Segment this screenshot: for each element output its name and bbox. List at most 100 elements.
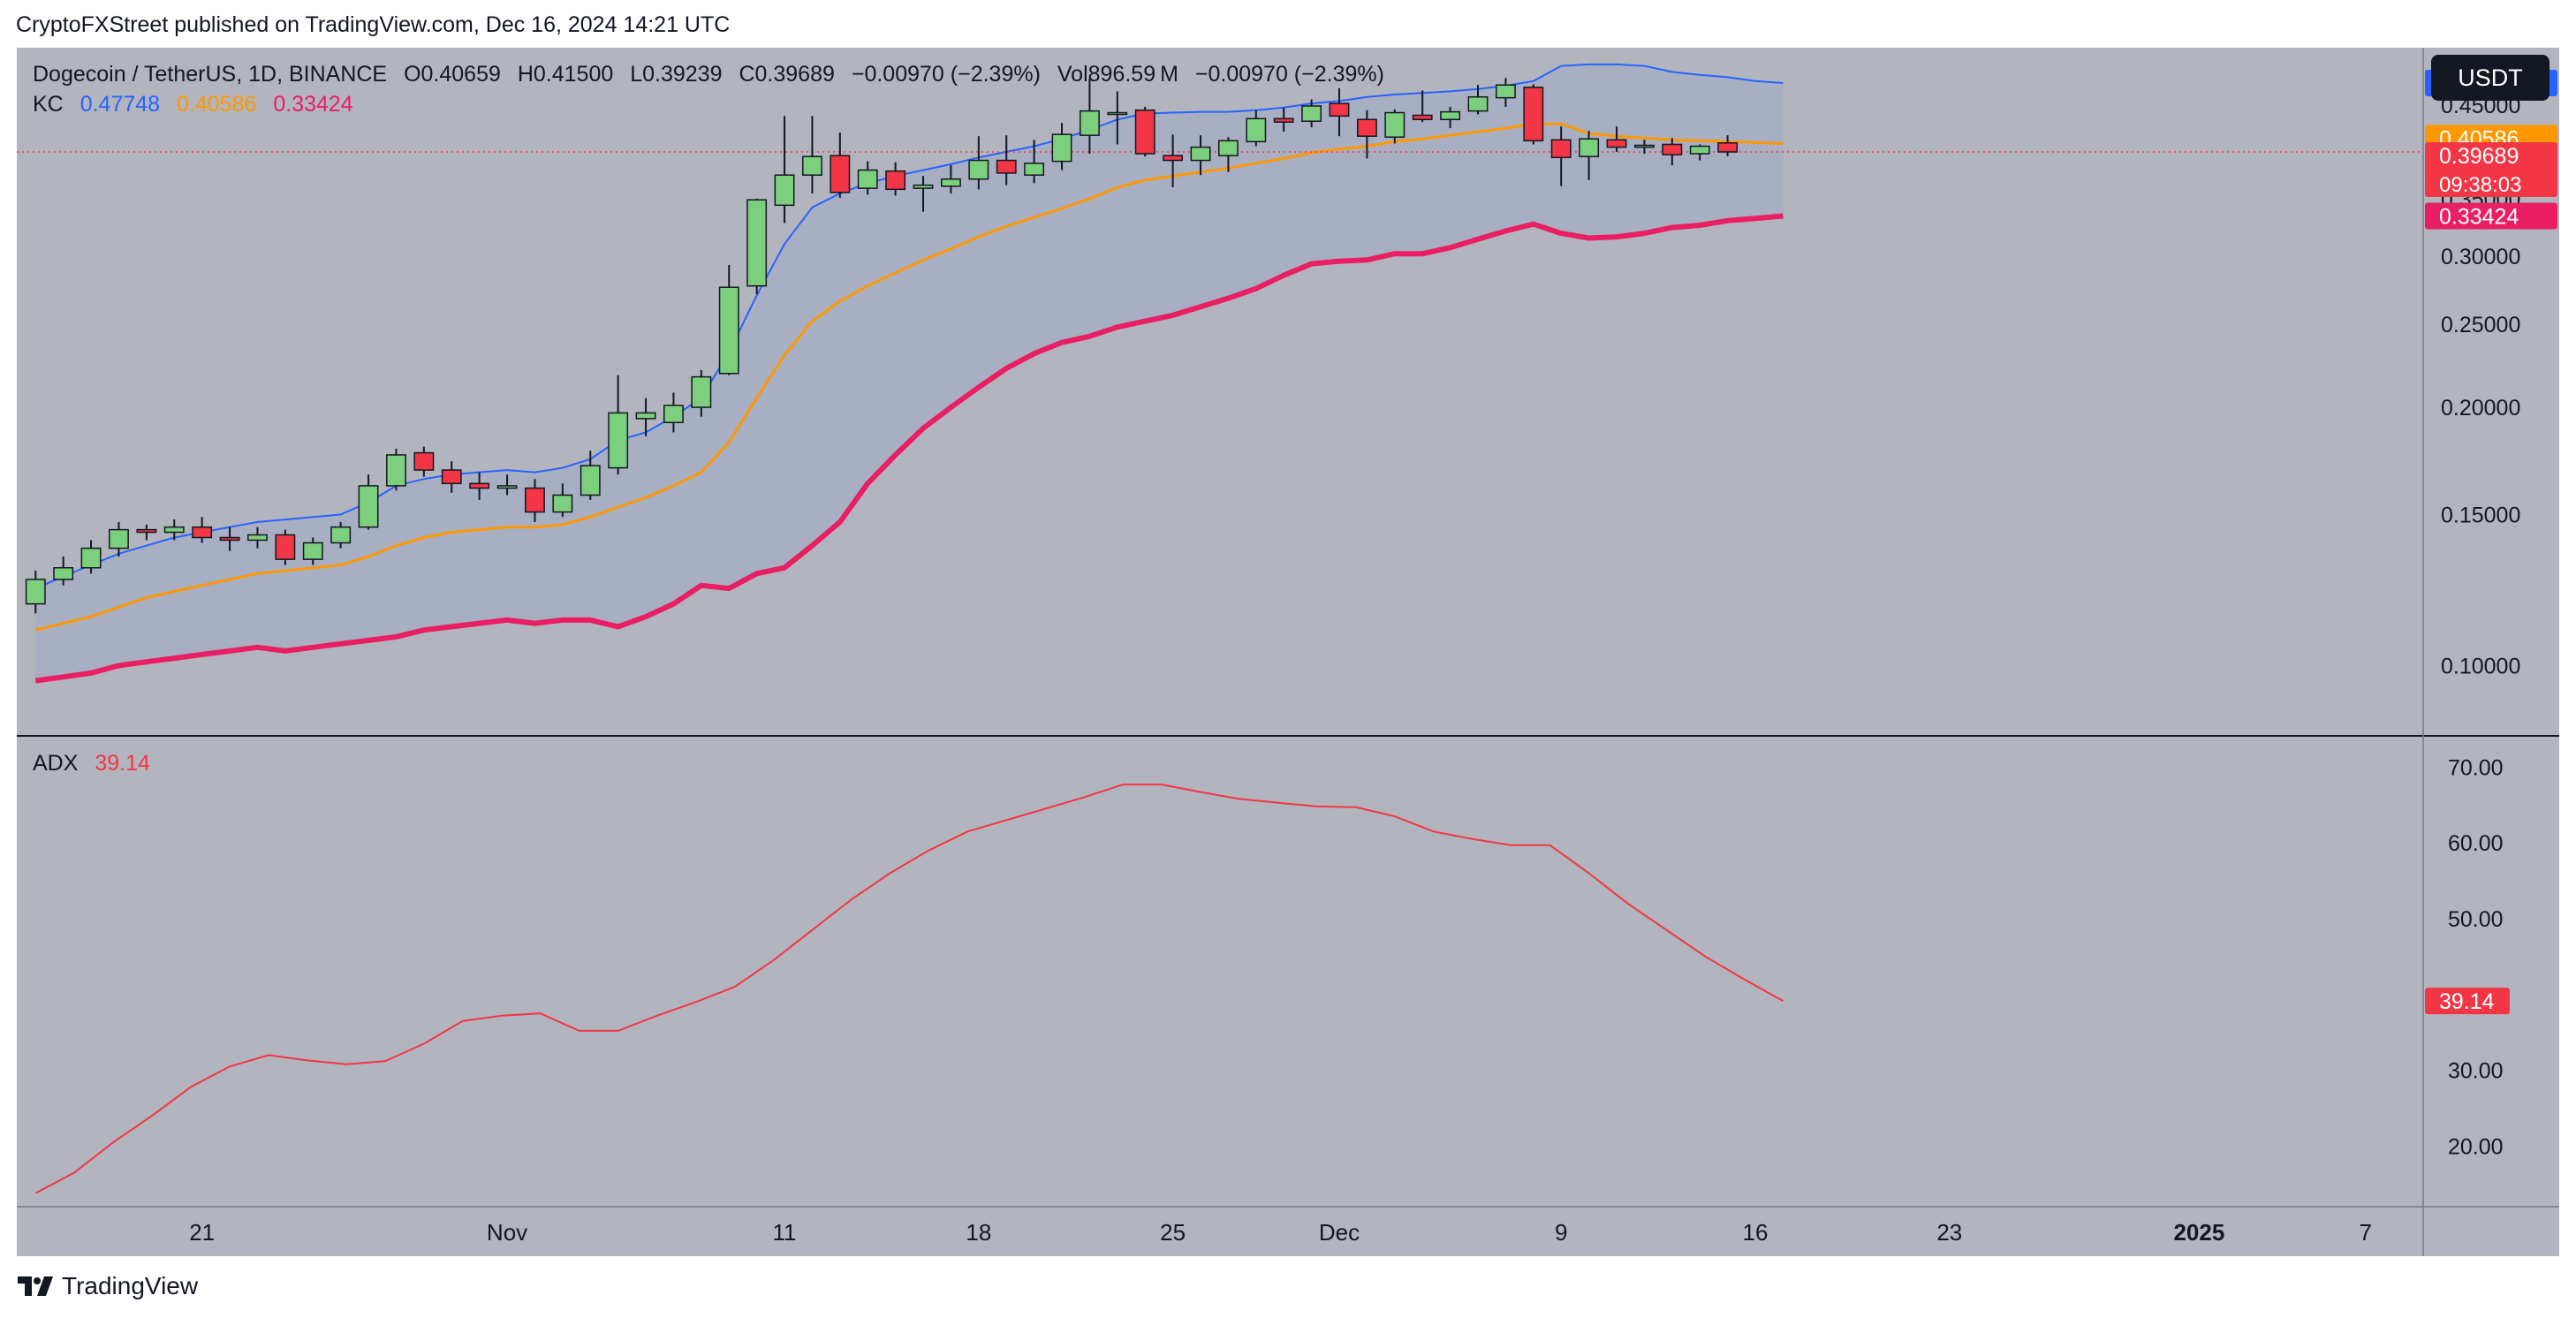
candle-2024-10-27[interactable]: [358, 485, 379, 528]
candle-2024-11-22[interactable]: [1079, 110, 1100, 136]
x-tick-Nov: Nov: [487, 1219, 527, 1246]
legend-open: O0.40659: [404, 62, 501, 87]
candle-2024-12-04[interactable]: [1412, 114, 1433, 121]
candle-2024-11-09[interactable]: [718, 286, 739, 375]
footer-brand[interactable]: TradingView: [18, 1272, 198, 1300]
candle-2024-10-16[interactable]: [53, 566, 74, 580]
candle-2024-10-22[interactable]: [219, 536, 240, 542]
candle-2024-12-13[interactable]: [1662, 143, 1683, 155]
countdown-label: 09:38:03: [2439, 173, 2521, 197]
candle-2024-11-29[interactable]: [1273, 117, 1294, 123]
candle-2024-11-13[interactable]: [830, 155, 851, 193]
legend-volume: Vol896.59 M: [1057, 62, 1178, 87]
candle-2024-11-15[interactable]: [885, 170, 906, 191]
legend-close: C0.39689: [739, 62, 835, 87]
candle-2024-11-06[interactable]: [635, 412, 656, 420]
candle-2024-10-24[interactable]: [275, 534, 296, 560]
candle-2024-11-19[interactable]: [996, 159, 1017, 174]
candle-2024-11-21[interactable]: [1051, 133, 1072, 163]
candle-2024-12-03[interactable]: [1384, 111, 1405, 138]
candle-2024-10-23[interactable]: [247, 534, 268, 542]
kc-upper-line[interactable]: [34, 63, 1784, 590]
last-price-tag: 0.39689: [2439, 144, 2519, 169]
x-tick-25: 25: [1160, 1219, 1186, 1246]
adx-label[interactable]: ADX: [33, 751, 79, 776]
candle-2024-12-11[interactable]: [1606, 139, 1627, 148]
candle-2024-12-02[interactable]: [1356, 118, 1377, 137]
candle-2024-11-18[interactable]: [968, 159, 989, 180]
kc-lower-line[interactable]: [34, 213, 1784, 684]
candle-2024-11-28[interactable]: [1246, 117, 1267, 143]
kc-lower-tag-bg: [2425, 202, 2557, 230]
x-tick-2025: 2025: [2173, 1219, 2224, 1246]
kc-label[interactable]: KC: [33, 92, 64, 117]
adx-tick-20.00: 20.00: [2448, 1134, 2504, 1159]
candle-2024-12-07[interactable]: [1495, 84, 1516, 99]
candle-2024-11-10[interactable]: [746, 199, 768, 287]
candle-2024-11-11[interactable]: [774, 174, 795, 207]
candle-2024-10-19[interactable]: [136, 528, 157, 534]
legend-symbol[interactable]: Dogecoin / TetherUS, 1D, BINANCE: [33, 62, 388, 87]
candle-2024-12-06[interactable]: [1467, 95, 1489, 112]
candle-2024-12-10[interactable]: [1579, 138, 1600, 157]
price-tick-0.10000: 0.10000: [2441, 654, 2520, 678]
candle-2024-12-08[interactable]: [1523, 87, 1544, 142]
kc-lower-value: 0.33424: [273, 92, 353, 117]
adx-tick-30.00: 30.00: [2448, 1059, 2504, 1084]
legend-change: −0.00970 (−2.39%): [851, 62, 1041, 87]
candle-2024-11-30[interactable]: [1301, 105, 1322, 122]
last-price-tag-bg: [2425, 141, 2557, 197]
chart-svg[interactable]: 0.500000.450000.400000.350000.300000.250…: [17, 48, 2559, 1256]
adx-legend-value: 39.14: [95, 751, 150, 776]
candle-2024-11-26[interactable]: [1190, 146, 1211, 162]
candle-2024-11-17[interactable]: [941, 178, 961, 187]
candle-2024-11-04[interactable]: [580, 465, 601, 496]
candle-2024-10-20[interactable]: [163, 526, 185, 534]
candle-2024-12-01[interactable]: [1329, 102, 1350, 117]
candle-2024-12-14[interactable]: [1689, 145, 1710, 155]
candle-2024-11-08[interactable]: [691, 375, 712, 408]
candle-2024-11-24[interactable]: [1134, 109, 1155, 155]
legend-high: H0.41500: [517, 62, 614, 87]
candle-2024-11-25[interactable]: [1163, 155, 1184, 162]
candle-2024-11-20[interactable]: [1024, 163, 1045, 176]
candle-2024-12-12[interactable]: [1633, 144, 1655, 148]
price-tick-0.25000: 0.25000: [2441, 313, 2520, 337]
adx-legend: ADX 39.14: [33, 751, 161, 776]
candle-2024-10-30[interactable]: [441, 469, 462, 485]
candle-2024-10-17[interactable]: [80, 547, 102, 569]
price-tick-0.15000: 0.15000: [2441, 503, 2520, 527]
candle-2024-12-15[interactable]: [1717, 142, 1739, 153]
candle-2024-11-03[interactable]: [552, 494, 573, 513]
candle-2024-12-05[interactable]: [1440, 110, 1461, 121]
currency-button[interactable]: USDT: [2431, 55, 2549, 101]
chart-frame[interactable]: 0.500000.450000.400000.350000.300000.250…: [17, 48, 2559, 1256]
kc-middle-line[interactable]: [34, 122, 1784, 632]
candle-2024-10-21[interactable]: [192, 526, 213, 539]
candle-2024-11-02[interactable]: [525, 487, 545, 513]
kc-middle-value: 0.40586: [177, 92, 257, 117]
candle-2024-11-14[interactable]: [857, 169, 878, 189]
candle-2024-10-26[interactable]: [330, 526, 352, 544]
kc-upper-value: 0.47748: [80, 92, 161, 117]
candle-2024-10-18[interactable]: [109, 528, 129, 549]
candle-2024-11-23[interactable]: [1107, 111, 1128, 116]
adx-line[interactable]: [34, 784, 1784, 1194]
candle-2024-10-25[interactable]: [302, 542, 323, 560]
candle-2024-11-01[interactable]: [496, 485, 518, 489]
candle-2024-10-29[interactable]: [413, 451, 435, 471]
candle-2024-11-27[interactable]: [1217, 140, 1239, 156]
candle-2024-11-12[interactable]: [802, 155, 822, 176]
candle-2024-11-16[interactable]: [913, 184, 934, 189]
footer-brand-text: TradingView: [62, 1272, 199, 1299]
candle-2024-12-09[interactable]: [1550, 139, 1572, 159]
adx-last-tag: 39.14: [2439, 989, 2495, 1014]
candle-2024-10-15[interactable]: [25, 579, 46, 605]
candle-2024-10-31[interactable]: [469, 482, 490, 489]
candle-2024-11-05[interactable]: [608, 412, 629, 469]
candle-2024-10-28[interactable]: [386, 454, 406, 487]
x-tick-7: 7: [2360, 1219, 2372, 1246]
candle-2024-11-07[interactable]: [663, 405, 684, 424]
x-tick-21: 21: [189, 1219, 215, 1246]
kc-legend: KC 0.47748 0.40586 0.33424: [33, 92, 364, 117]
